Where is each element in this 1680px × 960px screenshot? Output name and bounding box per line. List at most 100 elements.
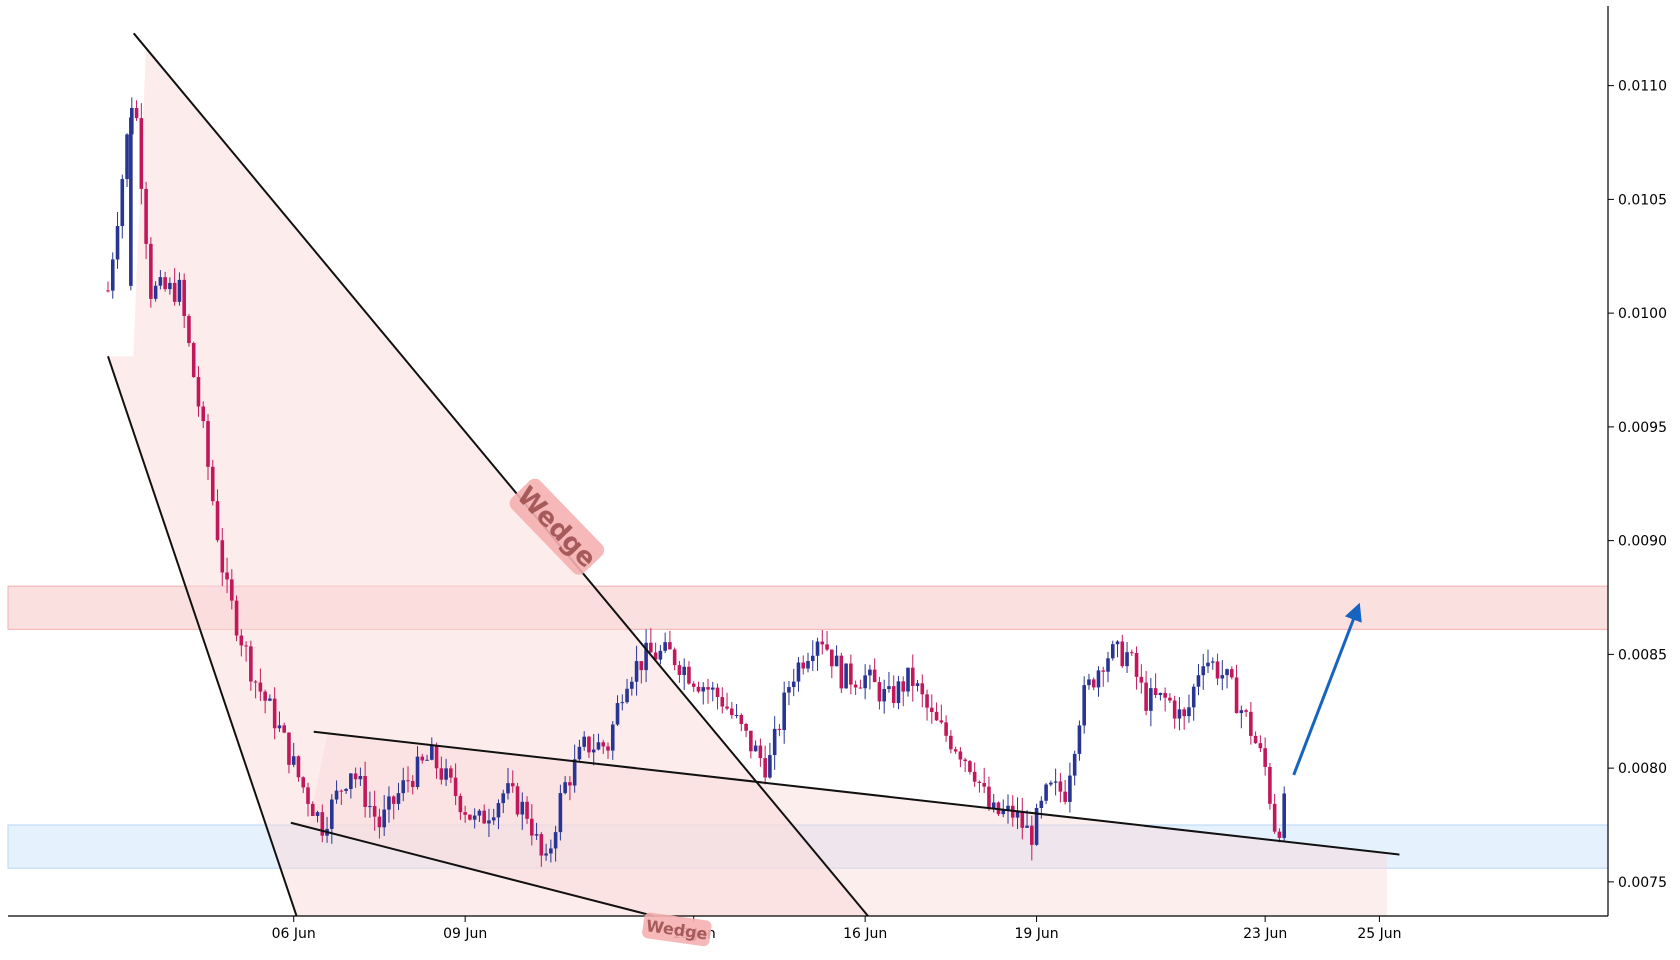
wedge-lower-line [107, 356, 298, 917]
y-tick-label: 0.0090 [1618, 534, 1667, 550]
candle-body [372, 806, 377, 817]
candle-body [191, 343, 196, 378]
candle-body [106, 290, 110, 292]
candle-body [991, 802, 996, 809]
candle-body [591, 749, 596, 753]
candle-body [882, 689, 886, 702]
candle-body [706, 687, 710, 690]
candle-body [934, 712, 939, 721]
candle-body [1201, 666, 1206, 676]
candle-body [430, 745, 434, 760]
candle-body [1253, 735, 1258, 744]
candle-body [863, 675, 867, 689]
candle-body [1087, 679, 1091, 686]
candle-body [139, 118, 144, 189]
candle-body [234, 600, 239, 636]
candle-body [120, 179, 125, 227]
candle-body [268, 698, 272, 701]
candle-body [691, 683, 696, 687]
candle-body [320, 812, 325, 836]
candle-body [906, 667, 910, 692]
y-tick-label: 0.0095 [1618, 420, 1667, 436]
candle-body [187, 316, 191, 344]
candle-body [1258, 743, 1263, 749]
candle-body [549, 848, 553, 854]
candle-body [1210, 661, 1215, 663]
candle-body [439, 768, 444, 780]
candle-body [572, 759, 577, 786]
candle-body [1182, 709, 1186, 717]
candle-body [153, 285, 158, 299]
candle-body [696, 686, 701, 692]
candle-body [763, 758, 767, 778]
candle-body [1239, 710, 1244, 714]
candle-body [896, 681, 901, 704]
candle-body [796, 662, 801, 682]
candle-body [258, 682, 263, 692]
candle-body [839, 655, 844, 689]
candle-body [615, 703, 620, 725]
candle-body [491, 817, 496, 821]
candle-body [110, 259, 115, 291]
candle-body [720, 697, 725, 707]
candle-body [744, 723, 748, 731]
candle-body [806, 661, 810, 669]
candle-body [820, 641, 825, 645]
candle-body [472, 815, 477, 820]
candle-body [291, 756, 296, 765]
candle-body [501, 793, 506, 804]
wedge-line-layer [107, 32, 1400, 917]
x-tick-label: 19 Jun [1015, 926, 1059, 942]
wedge-lower-line [290, 821, 654, 917]
candle-body [668, 642, 672, 650]
axes-layer: 0.0075 0.0080 0.0085 0.0090 0.0095 0.0100 0.01… [8, 6, 1667, 942]
candle-body [810, 655, 815, 662]
candle-body [844, 663, 848, 689]
wedge-label-box [509, 478, 605, 575]
candle-body [601, 742, 606, 747]
candle-body [901, 681, 906, 692]
candle-body [825, 644, 829, 650]
candle-body [1072, 753, 1077, 776]
candle-body [677, 665, 682, 676]
candle-body [1187, 707, 1191, 717]
candle-body [215, 501, 220, 541]
candle-body [634, 661, 639, 682]
candle-body [663, 642, 667, 651]
wedge-fill [108, 48, 868, 916]
y-tick-label: 0.0105 [1618, 192, 1667, 208]
candle-body [630, 681, 634, 689]
candle-body [177, 279, 182, 302]
candle-body [349, 773, 353, 789]
candle-body [544, 853, 548, 856]
candle-body [163, 277, 167, 290]
candle-body [144, 188, 148, 244]
candle-body [363, 775, 367, 807]
candle-body [777, 728, 782, 731]
candle-body [830, 649, 834, 667]
candle-body [587, 736, 591, 753]
candle-body [134, 108, 139, 119]
candle-body [487, 820, 491, 824]
candle-body [972, 771, 977, 782]
candle-body [391, 796, 396, 804]
candle-body [220, 540, 225, 573]
candle-body [1139, 676, 1144, 683]
candle-body [330, 799, 334, 829]
candle-body [1044, 784, 1048, 801]
candle-body [253, 681, 258, 683]
candle-body [344, 788, 348, 791]
candle-body [1168, 697, 1172, 701]
candle-body [387, 796, 391, 810]
candle-body [239, 635, 244, 646]
candle-body [610, 724, 615, 751]
candle-body [782, 692, 786, 731]
candle-body [939, 720, 944, 723]
candle-body [834, 655, 839, 667]
candle-body [568, 782, 572, 786]
candle-body [920, 683, 925, 695]
candle-body [1025, 825, 1029, 828]
candle-body [530, 818, 534, 836]
candle-body [915, 683, 920, 686]
candle-body [425, 759, 429, 761]
